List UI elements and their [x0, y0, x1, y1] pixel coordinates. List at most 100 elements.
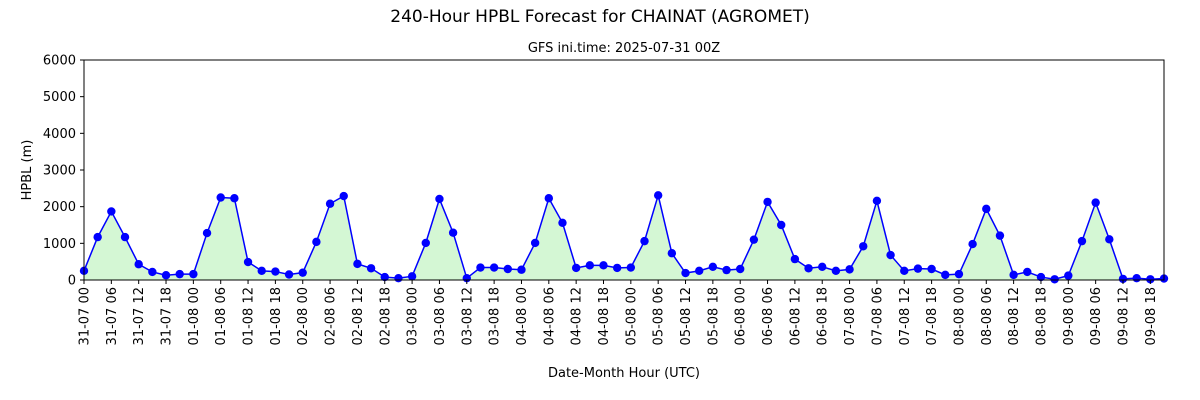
data-point [448, 228, 458, 237]
data-point [366, 264, 376, 273]
data-point [1036, 272, 1046, 282]
x-tick-label: 05-08 06 [652, 287, 667, 345]
data-point [394, 273, 403, 283]
x-tick-label: 02-08 12 [351, 287, 366, 345]
data-point [1009, 270, 1018, 280]
data-point [175, 269, 184, 279]
chart-subtitle: GFS ini.time: 2025-07-31 00Z [528, 41, 720, 56]
x-tick-label: 01-08 00 [187, 287, 202, 345]
data-point [558, 218, 567, 227]
data-point [134, 260, 143, 269]
data-point [708, 262, 718, 271]
plot-area [79, 191, 1169, 284]
x-tick-label: 03-08 06 [433, 287, 448, 345]
data-point [1077, 236, 1087, 246]
data-point [872, 196, 882, 205]
x-tick-label: 01-08 12 [242, 287, 257, 345]
data-point [694, 266, 704, 276]
data-point [982, 204, 991, 214]
data-point [257, 266, 266, 276]
x-tick-label: 06-08 18 [816, 287, 831, 345]
x-tick-label: 07-08 18 [925, 287, 940, 345]
data-point [585, 261, 595, 270]
x-tick-label: 08-08 06 [980, 287, 995, 345]
x-tick-label: 31-07 12 [132, 287, 147, 345]
data-point [435, 194, 444, 204]
x-tick-label: 05-08 12 [679, 287, 694, 345]
area-fill [84, 195, 1164, 280]
x-tick-label: 02-08 00 [296, 287, 311, 345]
x-tick-label: 04-08 06 [542, 287, 557, 345]
x-tick-label: 04-08 00 [515, 287, 530, 345]
data-point [845, 265, 854, 274]
data-point [790, 254, 800, 264]
x-tick-label: 02-08 18 [378, 287, 393, 345]
x-tick-label: 02-08 06 [324, 287, 339, 345]
data-point [271, 267, 280, 276]
data-point [312, 237, 321, 247]
data-point [476, 263, 485, 272]
data-point [107, 207, 116, 216]
data-point [407, 272, 417, 281]
data-point [653, 191, 663, 200]
data-point [900, 266, 909, 276]
data-point [1023, 267, 1032, 277]
data-point [202, 228, 212, 238]
x-axis-label: Date-Month Hour (UTC) [548, 366, 700, 381]
data-point [544, 194, 554, 203]
data-point [503, 264, 512, 274]
data-point [284, 270, 294, 279]
y-tick-label: 0 [68, 274, 76, 289]
data-point [818, 262, 827, 271]
data-point [189, 269, 198, 279]
data-point [736, 264, 745, 274]
data-point [421, 238, 430, 248]
x-tick-label: 31-07 18 [160, 287, 175, 345]
x-tick-label: 01-08 18 [269, 287, 284, 345]
data-point [612, 263, 622, 273]
data-point [517, 265, 526, 274]
data-point [831, 266, 841, 276]
data-point [1132, 273, 1141, 283]
data-point [1118, 274, 1128, 284]
data-point [859, 242, 868, 251]
data-point [886, 250, 895, 260]
data-point [380, 272, 389, 282]
data-point [530, 238, 540, 248]
data-point [777, 220, 786, 230]
data-point [1146, 275, 1155, 284]
data-point [667, 249, 677, 258]
data-point [216, 193, 225, 202]
x-tick-label: 06-08 12 [788, 287, 803, 345]
data-point [804, 264, 813, 273]
data-point [927, 264, 936, 274]
data-point [339, 191, 348, 201]
y-tick-label: 3000 [43, 164, 76, 179]
x-tick-label: 09-08 12 [1116, 287, 1131, 345]
data-point [722, 265, 731, 275]
x-tick-label: 06-08 00 [734, 287, 749, 345]
y-tick-label: 1000 [43, 237, 76, 252]
data-point [1064, 271, 1073, 280]
data-point [1105, 235, 1114, 244]
x-tick-label: 09-08 18 [1144, 287, 1159, 345]
x-tick-label: 03-08 18 [488, 287, 503, 345]
data-point [93, 232, 102, 242]
data-point [489, 263, 499, 272]
x-tick-label: 31-07 06 [105, 287, 120, 345]
y-tick-label: 2000 [43, 200, 76, 215]
x-tick-label: 01-08 06 [214, 287, 229, 345]
x-axis: 31-07 00 31-07 06 31-07 12 31-07 18 01-08 00… [78, 280, 1159, 345]
y-axis: 0 1000 2000 3000 4000 5000 6000 [43, 54, 84, 289]
data-point [243, 257, 253, 267]
data-point [640, 236, 649, 246]
data-point [148, 267, 157, 277]
data-point [968, 239, 977, 249]
x-tick-label: 31-07 00 [78, 287, 93, 345]
data-point [599, 261, 608, 270]
x-tick-label: 09-08 00 [1062, 287, 1077, 345]
data-point [995, 231, 1005, 240]
y-tick-label: 4000 [43, 127, 76, 142]
data-point [681, 268, 690, 278]
